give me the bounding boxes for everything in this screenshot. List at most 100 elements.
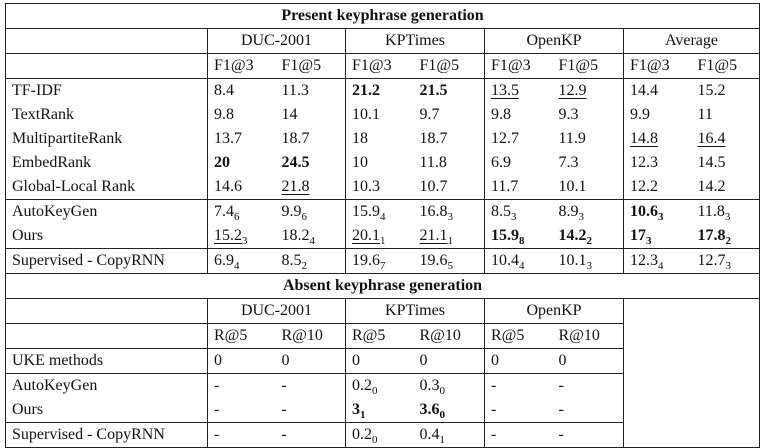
cell-value: 16.83 bbox=[420, 203, 454, 223]
method-name: AutoKeyGen bbox=[5, 373, 208, 398]
cell-value: 21.8 bbox=[282, 178, 310, 195]
cell-number: 6.9 bbox=[214, 252, 234, 269]
cell-number: 7.3 bbox=[558, 154, 579, 171]
cell-value: 10.63 bbox=[630, 203, 664, 223]
cell-subscript: 4 bbox=[519, 260, 525, 273]
cell-value: 12.7 bbox=[491, 130, 519, 147]
cell-number: 15.9 bbox=[491, 227, 519, 244]
metric-header: R@10 bbox=[552, 323, 624, 349]
metric-value: 13.5 bbox=[484, 78, 553, 103]
metric-value: 8.52 bbox=[275, 248, 346, 274]
metric-value: 16.4 bbox=[691, 127, 760, 151]
metric-value: 8.93 bbox=[552, 199, 624, 224]
dataset-header: Average bbox=[623, 28, 760, 54]
cell-number: 13.5 bbox=[491, 82, 519, 99]
cell-subscript: 3 bbox=[724, 211, 731, 224]
cell-number: 8.4 bbox=[214, 82, 234, 99]
cell-number: 9.9 bbox=[630, 106, 650, 123]
cell-number: 6.9 bbox=[491, 154, 511, 171]
cell-number: 17 bbox=[630, 227, 646, 244]
cell-value: 11.8 bbox=[420, 154, 447, 171]
metric-value: 8.4 bbox=[207, 78, 276, 103]
cell-subscript: 4 bbox=[380, 211, 386, 224]
metric-value: 10.63 bbox=[623, 199, 692, 224]
metric-value: - bbox=[275, 398, 346, 423]
metric-value: 9.7 bbox=[413, 103, 485, 127]
cell-value: 19.65 bbox=[419, 252, 454, 272]
cell-value: 18.7 bbox=[420, 130, 448, 147]
cell-value: 14.4 bbox=[630, 82, 658, 99]
cell-subscript: 2 bbox=[301, 260, 308, 273]
cell-subscript: 7 bbox=[380, 260, 386, 273]
cell-number: - bbox=[491, 401, 497, 418]
cell-subscript: 6 bbox=[234, 211, 240, 224]
cell-value: 18 bbox=[352, 130, 368, 147]
metric-value: 11.7 bbox=[484, 175, 553, 200]
cell-value: 16.4 bbox=[698, 130, 726, 147]
cell-value: - bbox=[491, 377, 496, 394]
metric-value: 7.46 bbox=[207, 199, 276, 224]
cell-number: 16.4 bbox=[697, 130, 726, 147]
cell-number: 3.6 bbox=[419, 401, 440, 418]
cell-value: 9.96 bbox=[282, 203, 308, 223]
cell-value: 21.5 bbox=[420, 82, 448, 99]
cell-number: - bbox=[491, 377, 497, 394]
cell-number: 15.2 bbox=[697, 82, 726, 99]
cell-value: 10.13 bbox=[559, 252, 593, 272]
metric-value: 0 bbox=[275, 348, 346, 374]
cell-number: 10.4 bbox=[491, 252, 519, 269]
metric-value: 17.82 bbox=[691, 224, 760, 249]
metric-value: 18.24 bbox=[275, 224, 346, 249]
cell-value: - bbox=[282, 377, 287, 394]
cell-number: - bbox=[558, 377, 564, 394]
cell-number: 0 bbox=[419, 352, 428, 369]
metric-value: 6.94 bbox=[207, 248, 276, 274]
cell-value: 8.53 bbox=[491, 203, 517, 223]
cell-subscript: 3 bbox=[725, 260, 732, 273]
cell-number: 10.6 bbox=[630, 203, 658, 220]
metric-value: 31 bbox=[345, 398, 414, 423]
cell-value: 10.7 bbox=[420, 178, 448, 195]
cell-number: 15.2 bbox=[214, 227, 242, 244]
cell-subscript: 1 bbox=[447, 235, 454, 248]
cell-number: 21.1 bbox=[419, 227, 448, 244]
absent-table-row: AutoKeyGen - -0.20 0.30- - bbox=[5, 373, 760, 398]
cell-number: 14 bbox=[281, 106, 298, 123]
cell-value: 20 bbox=[214, 154, 230, 171]
absent-title-row: Absent keyphrase generation bbox=[5, 273, 760, 299]
cell-number: 9.8 bbox=[491, 106, 511, 123]
cell-subscript: 4 bbox=[309, 235, 316, 248]
metric-value: 24.5 bbox=[275, 151, 346, 175]
metric-value: 173 bbox=[623, 224, 692, 249]
cell-value: 9.3 bbox=[559, 106, 579, 123]
dataset-header: OpenKP bbox=[484, 298, 624, 324]
cell-number: 19.6 bbox=[419, 252, 448, 269]
metric-value: 18 bbox=[345, 127, 414, 151]
cell-value: 9.8 bbox=[214, 106, 234, 123]
cell-number: 11 bbox=[697, 106, 713, 123]
absent-metric-header-row: R@5 R@10 R@5 R@10 R@5 R@10 bbox=[5, 323, 760, 349]
cell-number: 12.3 bbox=[630, 252, 658, 269]
cell-number: 14.5 bbox=[697, 154, 726, 171]
cell-value: 13.7 bbox=[214, 130, 242, 147]
dataset-header: KPTimes bbox=[345, 28, 485, 54]
metric-value: 0.41 bbox=[413, 422, 485, 448]
metric-value: 12.73 bbox=[691, 248, 760, 274]
metric-value: 6.9 bbox=[484, 151, 553, 175]
metric-header: F1@5 bbox=[275, 53, 346, 79]
cell-value: 10.44 bbox=[491, 252, 525, 273]
cell-value: 173 bbox=[630, 227, 652, 247]
cell-value: 0 bbox=[559, 352, 567, 369]
cell-number: - bbox=[281, 377, 287, 394]
cell-subscript: 0 bbox=[439, 409, 446, 422]
metric-value: - bbox=[484, 398, 553, 423]
cell-number: 18.7 bbox=[281, 130, 310, 147]
present-table-row: TextRank 9.8 14 10.1 9.7 9.8 9.3 9.9 11 bbox=[5, 103, 760, 127]
metric-value: 11.83 bbox=[691, 199, 760, 224]
cell-number: 0.3 bbox=[419, 377, 440, 394]
metric-value: 10.3 bbox=[345, 175, 414, 200]
metric-value: 14.4 bbox=[623, 78, 692, 103]
keyphrase-results-table: Present keyphrase generation DUC-2001 KPTi… bbox=[5, 3, 760, 448]
present-table-row: Ours 15.23 18.24 20.11 21.11 15.98 14.22 173 17.… bbox=[5, 224, 760, 249]
metric-value: - bbox=[207, 398, 276, 423]
